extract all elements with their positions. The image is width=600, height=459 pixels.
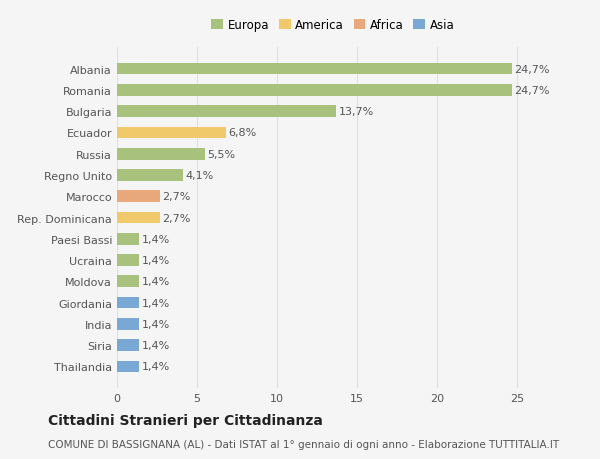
- Text: 2,7%: 2,7%: [163, 192, 191, 202]
- Text: 6,8%: 6,8%: [228, 128, 256, 138]
- Bar: [117, 297, 139, 309]
- Bar: [117, 191, 160, 202]
- Text: 1,4%: 1,4%: [142, 298, 170, 308]
- Bar: [117, 361, 139, 372]
- Text: 1,4%: 1,4%: [142, 341, 170, 350]
- Legend: Europa, America, Africa, Asia: Europa, America, Africa, Asia: [208, 16, 458, 35]
- Bar: [117, 149, 205, 160]
- Text: 4,1%: 4,1%: [185, 171, 213, 180]
- Text: Cittadini Stranieri per Cittadinanza: Cittadini Stranieri per Cittadinanza: [48, 414, 323, 428]
- Text: 24,7%: 24,7%: [515, 86, 550, 95]
- Bar: [117, 106, 336, 118]
- Text: 1,4%: 1,4%: [142, 256, 170, 265]
- Bar: [117, 170, 182, 181]
- Bar: [117, 85, 512, 96]
- Text: 1,4%: 1,4%: [142, 234, 170, 244]
- Bar: [117, 318, 139, 330]
- Text: 1,4%: 1,4%: [142, 319, 170, 329]
- Bar: [117, 340, 139, 351]
- Bar: [117, 234, 139, 245]
- Text: 24,7%: 24,7%: [515, 64, 550, 74]
- Text: 5,5%: 5,5%: [208, 149, 236, 159]
- Text: 2,7%: 2,7%: [163, 213, 191, 223]
- Text: 1,4%: 1,4%: [142, 277, 170, 287]
- Bar: [117, 255, 139, 266]
- Text: 1,4%: 1,4%: [142, 362, 170, 372]
- Bar: [117, 64, 512, 75]
- Bar: [117, 276, 139, 287]
- Bar: [117, 212, 160, 224]
- Text: COMUNE DI BASSIGNANA (AL) - Dati ISTAT al 1° gennaio di ogni anno - Elaborazione: COMUNE DI BASSIGNANA (AL) - Dati ISTAT a…: [48, 440, 559, 449]
- Text: 13,7%: 13,7%: [338, 107, 374, 117]
- Bar: [117, 127, 226, 139]
